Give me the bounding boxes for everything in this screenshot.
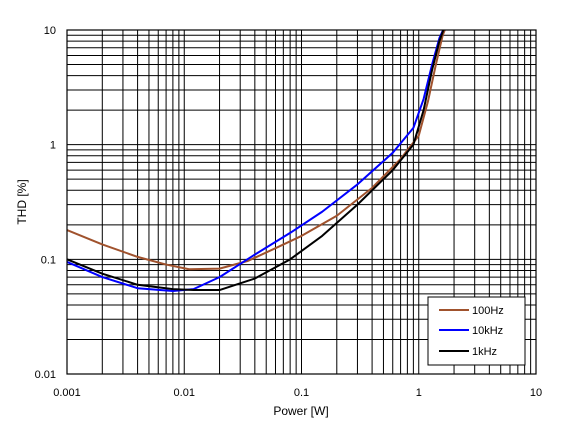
x-tick-label: 1 [416,387,422,399]
y-tick-labels: 0.01 0.1 1 10 [35,25,56,381]
x-axis-title: Power [W] [273,404,328,418]
series-line-10khz [67,30,445,292]
x-tick-label: 10 [530,387,542,399]
y-tick-label: 1 [50,140,56,152]
series-lines [67,30,446,292]
x-tick-label: 0.001 [53,387,81,399]
series-line-1khz [67,30,445,292]
y-axis-title: THD [%] [15,179,29,224]
y-tick-label: 0.1 [41,254,56,266]
x-tick-labels: 0.001 0.01 0.1 1 10 [53,387,542,399]
series-line-100hz [67,30,446,271]
legend-label-100hz: 100Hz [472,305,504,317]
x-tick-label: 0.1 [294,387,309,399]
y-tick-label: 0.01 [35,369,56,381]
legend-label-1khz: 1kHz [472,346,497,358]
x-tick-label: 0.01 [174,387,195,399]
legend-label-10khz: 10kHz [472,325,503,337]
y-tick-label: 10 [44,25,56,37]
legend: 100Hz 10kHz 1kHz [427,296,526,366]
plot-frame [66,29,537,375]
